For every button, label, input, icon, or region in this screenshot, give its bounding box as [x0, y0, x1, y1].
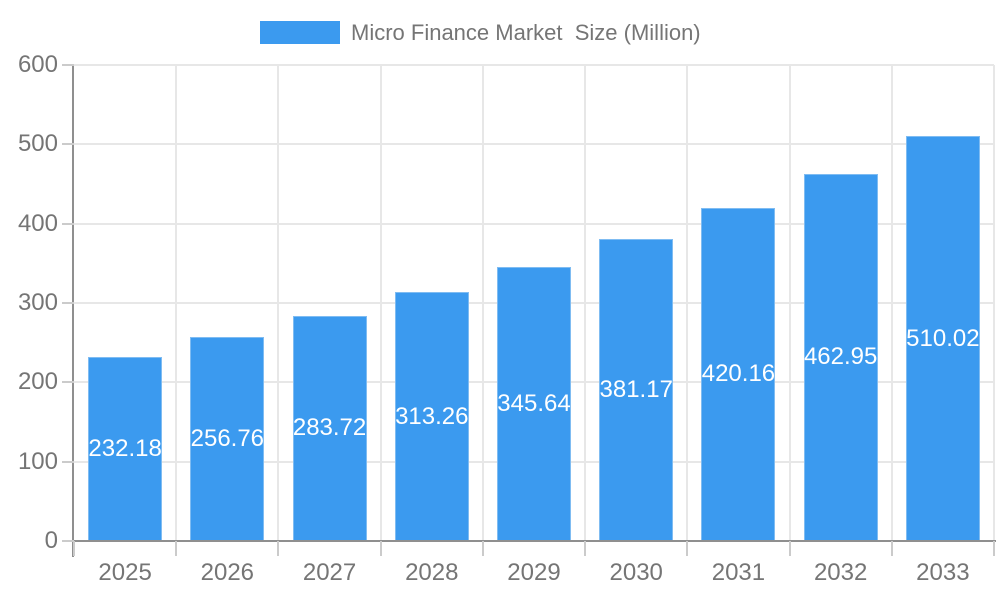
bar [803, 173, 878, 541]
x-axis-tick-label: 2025 [98, 559, 152, 586]
y-gridline [74, 143, 994, 146]
bar-value-label: 462.95 [803, 343, 878, 371]
x-axis-tick-label: 2031 [711, 559, 766, 586]
x-axis-tick-label: 2026 [200, 559, 255, 586]
x-axis-tick [73, 541, 75, 556]
bar [497, 266, 571, 541]
legend: Micro Finance Market Size (Million) [260, 21, 701, 44]
y-axis-tick [62, 460, 74, 463]
bar [394, 292, 469, 541]
x-gridline [890, 65, 893, 541]
x-axis-tick-label: 2027 [302, 559, 357, 586]
y-axis-line [72, 65, 74, 557]
x-axis-line [72, 540, 996, 542]
x-gridline [175, 65, 178, 541]
x-gridline [788, 65, 791, 541]
y-axis-tick-label: 200 [17, 368, 58, 396]
x-axis-tick [277, 541, 280, 556]
bar-value-label: 256.76 [190, 425, 265, 453]
x-axis-tick-label: 2032 [813, 559, 868, 586]
x-axis-tick [175, 541, 178, 556]
bar-value-label: 345.64 [497, 389, 571, 417]
y-axis-tick-label: 0 [44, 527, 58, 554]
y-gridline [74, 64, 994, 66]
bar [88, 356, 163, 541]
x-axis-tick-label: 2030 [609, 559, 663, 586]
bar [292, 315, 367, 541]
x-axis-tick [788, 541, 791, 556]
x-gridline [481, 65, 484, 541]
y-axis-tick-label: 400 [17, 209, 58, 237]
bar [701, 207, 776, 541]
y-axis-tick-label: 500 [17, 130, 58, 158]
y-axis-tick [62, 302, 74, 304]
x-axis-tick [993, 541, 995, 556]
x-gridline [379, 65, 382, 541]
y-axis-tick [62, 64, 74, 66]
bar-value-label: 313.26 [395, 402, 469, 430]
x-axis-tick-label: 2033 [916, 559, 970, 586]
bar [190, 337, 265, 541]
bar [599, 238, 674, 541]
y-axis-tick [62, 381, 74, 384]
y-axis-tick [62, 143, 74, 146]
legend-label: Micro Finance Market Size (Million) [351, 20, 701, 45]
bar-value-label: 283.72 [292, 414, 367, 442]
bar [905, 136, 980, 541]
y-gridline [74, 222, 994, 225]
bar-value-label: 381.17 [599, 375, 673, 403]
x-axis-tick [890, 541, 893, 556]
x-gridline [993, 65, 995, 541]
bar-value-label: 510.02 [906, 324, 980, 352]
y-axis-tick-label: 100 [17, 447, 58, 475]
y-axis-tick-label: 300 [17, 289, 58, 316]
x-axis-tick [686, 541, 689, 556]
bar-value-label: 232.18 [88, 434, 162, 462]
y-axis-tick [62, 222, 74, 225]
legend-swatch [260, 21, 340, 44]
x-axis-tick [584, 541, 587, 556]
y-axis-tick-label: 600 [17, 51, 58, 78]
x-gridline [686, 65, 689, 541]
plot-area: 232.18 256.76 283.72 313.26 345.64 381.17 420.… [74, 64, 995, 541]
x-gridline [277, 65, 280, 541]
x-gridline [584, 65, 587, 541]
bar-value-label: 420.16 [701, 360, 776, 388]
x-axis-tick-label: 2028 [405, 559, 459, 586]
y-axis-tick [62, 540, 74, 542]
x-axis-tick [481, 541, 484, 556]
x-axis-tick [379, 541, 382, 556]
x-axis-tick-label: 2029 [507, 559, 561, 586]
